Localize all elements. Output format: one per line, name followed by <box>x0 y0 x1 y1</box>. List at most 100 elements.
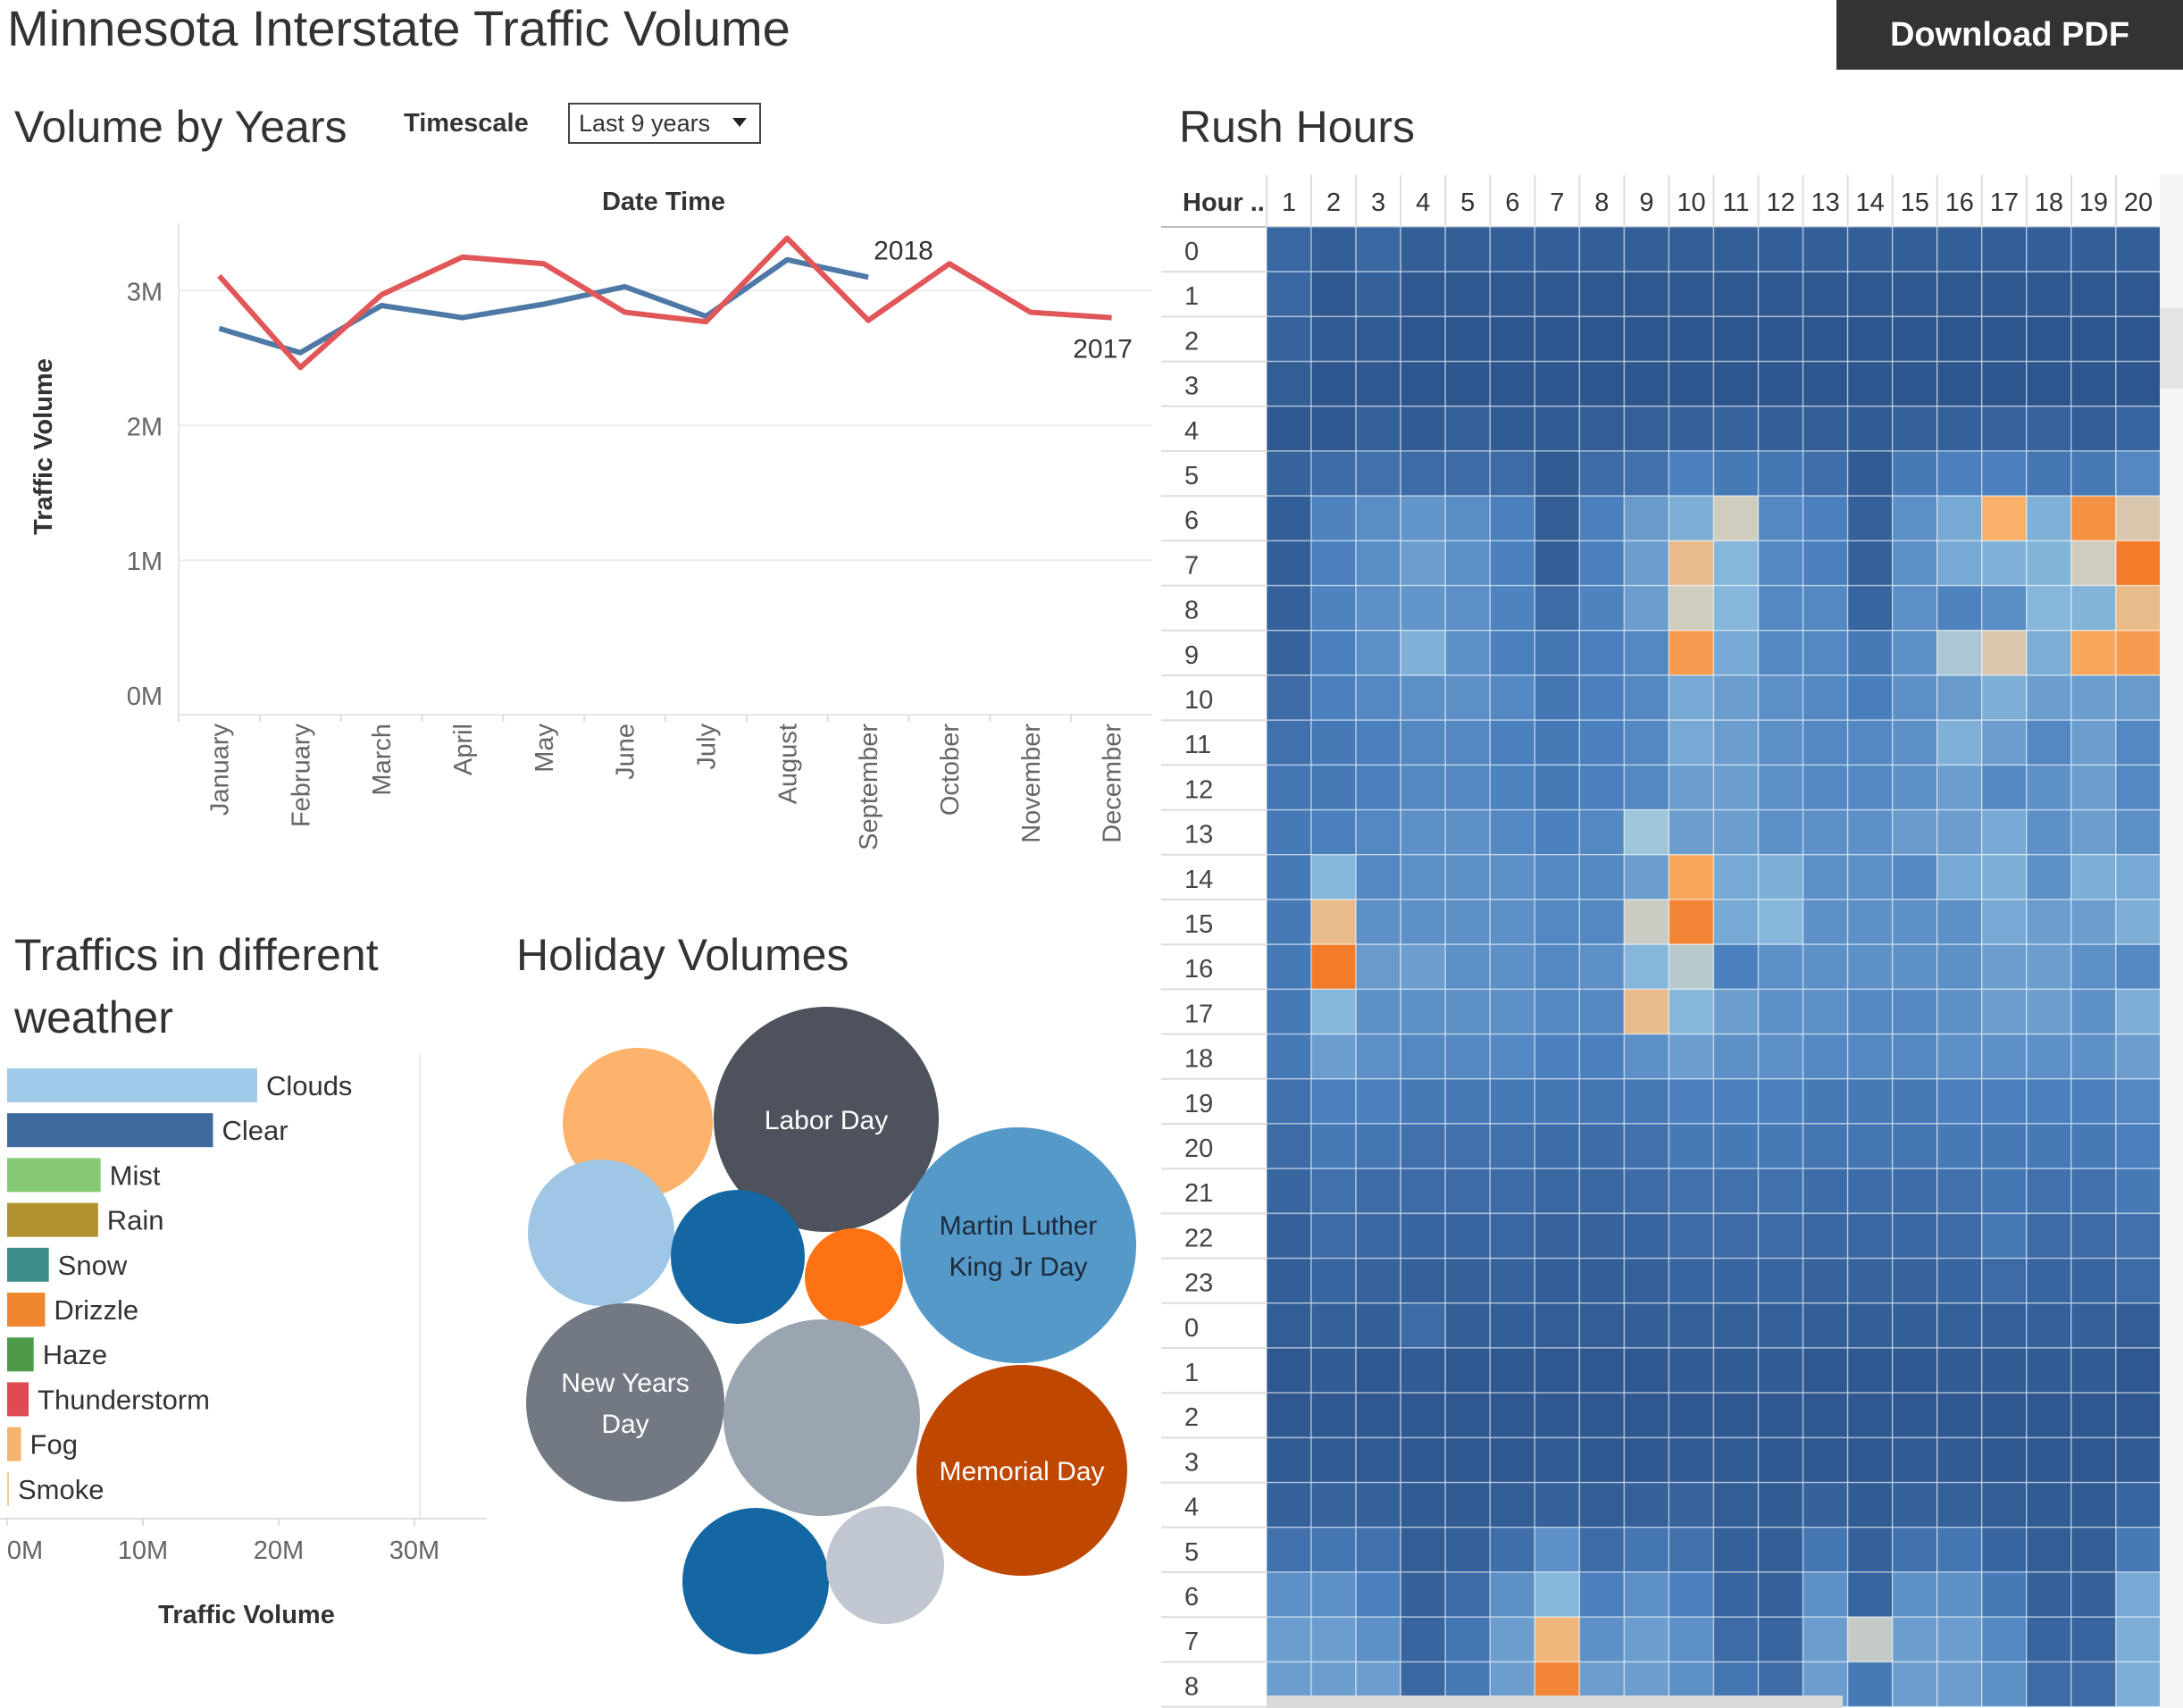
holiday-bubble <box>682 1508 829 1654</box>
heatmap-row-label: 19 <box>1184 1090 1213 1118</box>
heatmap-cell <box>1623 1302 1670 1349</box>
heatmap-cell <box>1668 674 1715 721</box>
heatmap-cell <box>1757 808 1804 856</box>
heatmap-row-label: 21 <box>1184 1179 1213 1208</box>
heatmap-cell <box>1534 1571 1581 1618</box>
heatmap-cell <box>2115 899 2160 945</box>
heatmap-cell <box>1712 1302 1760 1349</box>
heatmap-row-label: 9 <box>1184 641 1199 670</box>
heatmap-row-label: 12 <box>1184 775 1213 804</box>
heatmap-cell <box>2115 495 2160 542</box>
heatmap-cell <box>2026 406 2072 452</box>
heatmap-cell <box>1846 584 1894 632</box>
heatmap-cell <box>2115 674 2160 721</box>
heatmap-cell <box>1400 1123 1446 1169</box>
heatmap-cell <box>1846 226 1894 272</box>
heatmap-cell <box>1355 674 1401 721</box>
heatmap-cell <box>2070 1033 2117 1080</box>
horizontal-scrollbar-thumb[interactable] <box>1267 1695 1843 1708</box>
heatmap-cell <box>1802 1033 1849 1080</box>
heatmap-cell <box>2070 899 2117 945</box>
heatmap-cell <box>1355 1123 1401 1169</box>
weather-bar <box>7 1427 21 1461</box>
heatmap-cell <box>2070 1347 2117 1394</box>
heatmap-cell <box>1981 1436 2028 1484</box>
timescale-dropdown[interactable]: Last 9 years <box>568 103 761 144</box>
heatmap-cell <box>1444 1212 1492 1260</box>
x-tick-label: July <box>692 724 721 770</box>
heatmap-cell <box>2070 719 2117 766</box>
heatmap-row-label: 20 <box>1184 1134 1213 1163</box>
heatmap-cell <box>1444 1436 1492 1484</box>
heatmap-cell <box>1489 1257 1536 1304</box>
heatmap-cell <box>2115 764 2160 811</box>
heatmap-cell <box>1802 406 1849 452</box>
weather-bar <box>7 1247 49 1282</box>
download-pdf-button[interactable]: Download PDF <box>1836 0 2183 70</box>
heatmap-cell <box>1534 1616 1581 1663</box>
x-tick-label: October <box>936 724 965 816</box>
heatmap-cell <box>1981 1033 2028 1080</box>
heatmap-column-label: 4 <box>1416 188 1430 217</box>
weather-bar <box>7 1113 213 1148</box>
heatmap-cell <box>1891 226 1938 272</box>
heatmap-cell <box>1668 988 1715 1035</box>
heatmap-cell <box>1266 1392 1312 1439</box>
heatmap-cell <box>1578 1436 1626 1484</box>
heatmap-cell <box>1623 988 1670 1035</box>
heatmap-cell <box>2115 1392 2160 1439</box>
heatmap-cell <box>1578 1123 1626 1169</box>
heatmap-cell <box>1846 406 1894 452</box>
heatmap-cell <box>1802 450 1849 497</box>
heatmap-cell <box>1936 854 1983 900</box>
y-tick-label: 0M <box>127 682 163 711</box>
heatmap-cell <box>1668 899 1715 945</box>
heatmap-cell <box>1891 1078 1938 1125</box>
heatmap-column-label: 18 <box>2035 188 2063 217</box>
heatmap-cell <box>1310 1257 1357 1304</box>
heatmap-cell <box>2026 1436 2072 1484</box>
heatmap-cell <box>1712 1212 1760 1260</box>
heatmap-cell <box>1757 1033 1804 1080</box>
weather-bar-label: Drizzle <box>54 1294 138 1326</box>
heatmap-cell <box>1355 1347 1401 1394</box>
weather-bar-chart: Clouds Clear Mist Rain Snow Drizzle Haze Thunde… <box>0 1054 487 1629</box>
heatmap-cell <box>1981 495 2028 542</box>
vertical-scrollbar-track[interactable] <box>2160 174 2183 1708</box>
heatmap-cell <box>1802 1257 1849 1304</box>
heatmap-row-label: 17 <box>1184 1000 1213 1028</box>
heatmap-cell <box>1310 406 1357 452</box>
heatmap-cell <box>1623 1436 1670 1484</box>
heatmap-cell <box>1891 450 1938 497</box>
heatmap-cell <box>1891 1392 1938 1439</box>
heatmap-cell <box>1534 495 1581 542</box>
heatmap-cell <box>1310 1212 1357 1260</box>
heatmap-cell <box>1846 1481 1894 1528</box>
heatmap-cell <box>1310 764 1357 811</box>
heatmap-cell <box>1534 854 1581 900</box>
heatmap-cell <box>1668 226 1715 272</box>
heatmap-cell <box>1534 315 1581 363</box>
heatmap-cell <box>1489 1436 1536 1484</box>
heatmap-cell <box>1355 584 1401 632</box>
heatmap-cell <box>1578 1616 1626 1663</box>
heatmap-cell <box>1310 630 1357 676</box>
heatmap-cell <box>1936 1347 1983 1394</box>
heatmap-cell <box>1936 1168 1983 1215</box>
heatmap-cell <box>2070 495 2117 542</box>
holiday-bubble <box>826 1506 944 1624</box>
heatmap-cell <box>1891 1302 1938 1349</box>
heatmap-cell <box>2026 1302 2072 1349</box>
heatmap-cell <box>2070 1078 2117 1125</box>
heatmap-cell <box>1266 1571 1312 1618</box>
heatmap-cell <box>1757 1078 1804 1125</box>
heatmap-cell <box>1534 1168 1581 1215</box>
heatmap-cell <box>1891 1571 1938 1618</box>
vertical-scrollbar-thumb[interactable] <box>2160 308 2183 389</box>
weather-bar-label: Rain <box>107 1205 164 1236</box>
heatmap-cell <box>1489 943 1536 991</box>
heatmap-cell <box>1400 1302 1446 1349</box>
heatmap-cell <box>1400 808 1446 856</box>
heatmap-cell <box>1981 1481 2028 1528</box>
heatmap-cell <box>1310 1571 1357 1618</box>
